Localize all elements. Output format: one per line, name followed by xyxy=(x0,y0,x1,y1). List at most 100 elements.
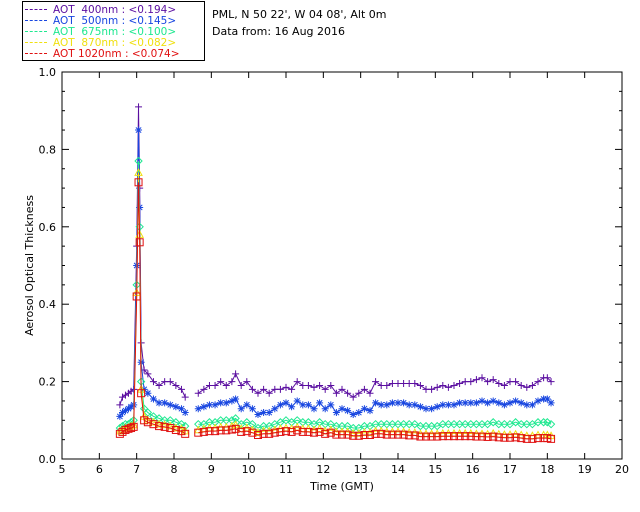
data-point xyxy=(422,405,430,413)
x-tick-label: 19 xyxy=(578,463,592,476)
data-point xyxy=(177,405,185,413)
data-point xyxy=(121,391,129,399)
x-tick-label: 10 xyxy=(242,463,256,476)
data-point xyxy=(134,168,143,176)
data-point xyxy=(506,433,514,442)
data-point xyxy=(354,431,363,440)
y-tick-label: 0.0 xyxy=(39,453,57,466)
legend-label: AOT 675nm : <0.100> xyxy=(53,25,177,38)
data-point xyxy=(293,378,301,386)
data-point xyxy=(237,381,245,389)
legend-entry-1020: AOT 1020nm : <0.074> xyxy=(25,48,180,60)
data-point xyxy=(349,393,357,401)
data-point xyxy=(243,378,251,386)
data-point xyxy=(500,381,508,389)
data-point xyxy=(248,419,257,429)
data-point xyxy=(360,431,369,440)
data-point xyxy=(271,405,279,413)
data-point xyxy=(254,410,262,418)
series-aot-1020nm xyxy=(115,178,556,443)
data-point xyxy=(149,395,157,403)
data-point xyxy=(539,418,548,427)
data-point xyxy=(135,103,143,111)
data-point xyxy=(222,381,230,389)
data-point xyxy=(400,399,408,407)
data-point xyxy=(366,431,374,440)
data-point xyxy=(488,418,498,427)
data-point xyxy=(543,418,552,427)
data-point xyxy=(254,389,262,397)
data-point xyxy=(265,389,273,397)
data-point xyxy=(288,385,296,393)
x-tick-label: 11 xyxy=(279,463,293,476)
data-point xyxy=(410,419,420,429)
data-point xyxy=(433,432,442,441)
data-point xyxy=(528,401,536,409)
data-point xyxy=(444,432,453,441)
data-point xyxy=(135,238,144,247)
data-point xyxy=(540,395,548,403)
data-point xyxy=(332,409,340,417)
data-point xyxy=(344,407,352,415)
data-point xyxy=(547,399,555,407)
x-tick-label: 18 xyxy=(540,463,554,476)
data-point xyxy=(489,376,497,384)
data-point xyxy=(500,419,509,429)
data-point xyxy=(321,385,329,393)
data-point xyxy=(439,401,447,409)
data-point xyxy=(326,428,335,437)
data-point xyxy=(194,389,202,397)
data-point xyxy=(338,430,346,439)
data-point xyxy=(399,430,408,439)
data-point xyxy=(242,427,251,436)
data-point xyxy=(194,428,203,437)
data-point xyxy=(282,399,290,407)
y-tick-label: 1.0 xyxy=(39,66,57,79)
data-point xyxy=(360,405,368,413)
data-point xyxy=(547,434,556,443)
data-point xyxy=(349,431,358,440)
x-tick-label: 6 xyxy=(96,463,103,476)
data-point xyxy=(200,403,208,411)
data-point xyxy=(489,397,497,405)
data-point xyxy=(171,425,180,434)
legend: AOT 400nm : <0.194> AOT 500nm : <0.145> … xyxy=(22,1,205,61)
data-point xyxy=(222,399,230,407)
data-point xyxy=(327,401,335,409)
legend-line xyxy=(25,9,47,10)
y-tick-label: 0.4 xyxy=(39,298,57,311)
data-point xyxy=(522,434,531,443)
data-point xyxy=(155,399,163,407)
data-point xyxy=(450,381,458,389)
site-info: PML, N 50 22', W 04 08', Alt 0m xyxy=(212,8,387,21)
x-tick-label: 15 xyxy=(428,463,442,476)
data-point xyxy=(116,401,124,409)
data-point xyxy=(177,385,185,393)
data-point xyxy=(326,419,336,429)
data-point xyxy=(523,401,531,409)
data-point xyxy=(166,401,174,409)
data-point xyxy=(516,419,526,429)
data-point xyxy=(293,397,301,405)
series-line xyxy=(119,106,552,405)
data-point xyxy=(467,378,475,386)
data-point xyxy=(222,426,231,435)
data-point xyxy=(455,419,464,429)
data-point xyxy=(270,428,279,437)
series-aot-500nm xyxy=(116,126,555,420)
data-point xyxy=(298,427,307,436)
data-point xyxy=(444,401,452,409)
data-point xyxy=(404,419,414,429)
data-point xyxy=(248,405,256,413)
series-aot-400nm xyxy=(116,103,555,409)
data-point xyxy=(450,401,458,409)
data-point xyxy=(217,378,225,386)
series-line xyxy=(119,182,552,440)
data-point xyxy=(304,381,312,389)
data-point xyxy=(543,395,551,403)
data-point xyxy=(242,418,252,427)
data-point xyxy=(232,395,240,403)
data-point xyxy=(546,419,556,429)
data-point xyxy=(533,418,543,427)
data-point xyxy=(321,405,329,413)
